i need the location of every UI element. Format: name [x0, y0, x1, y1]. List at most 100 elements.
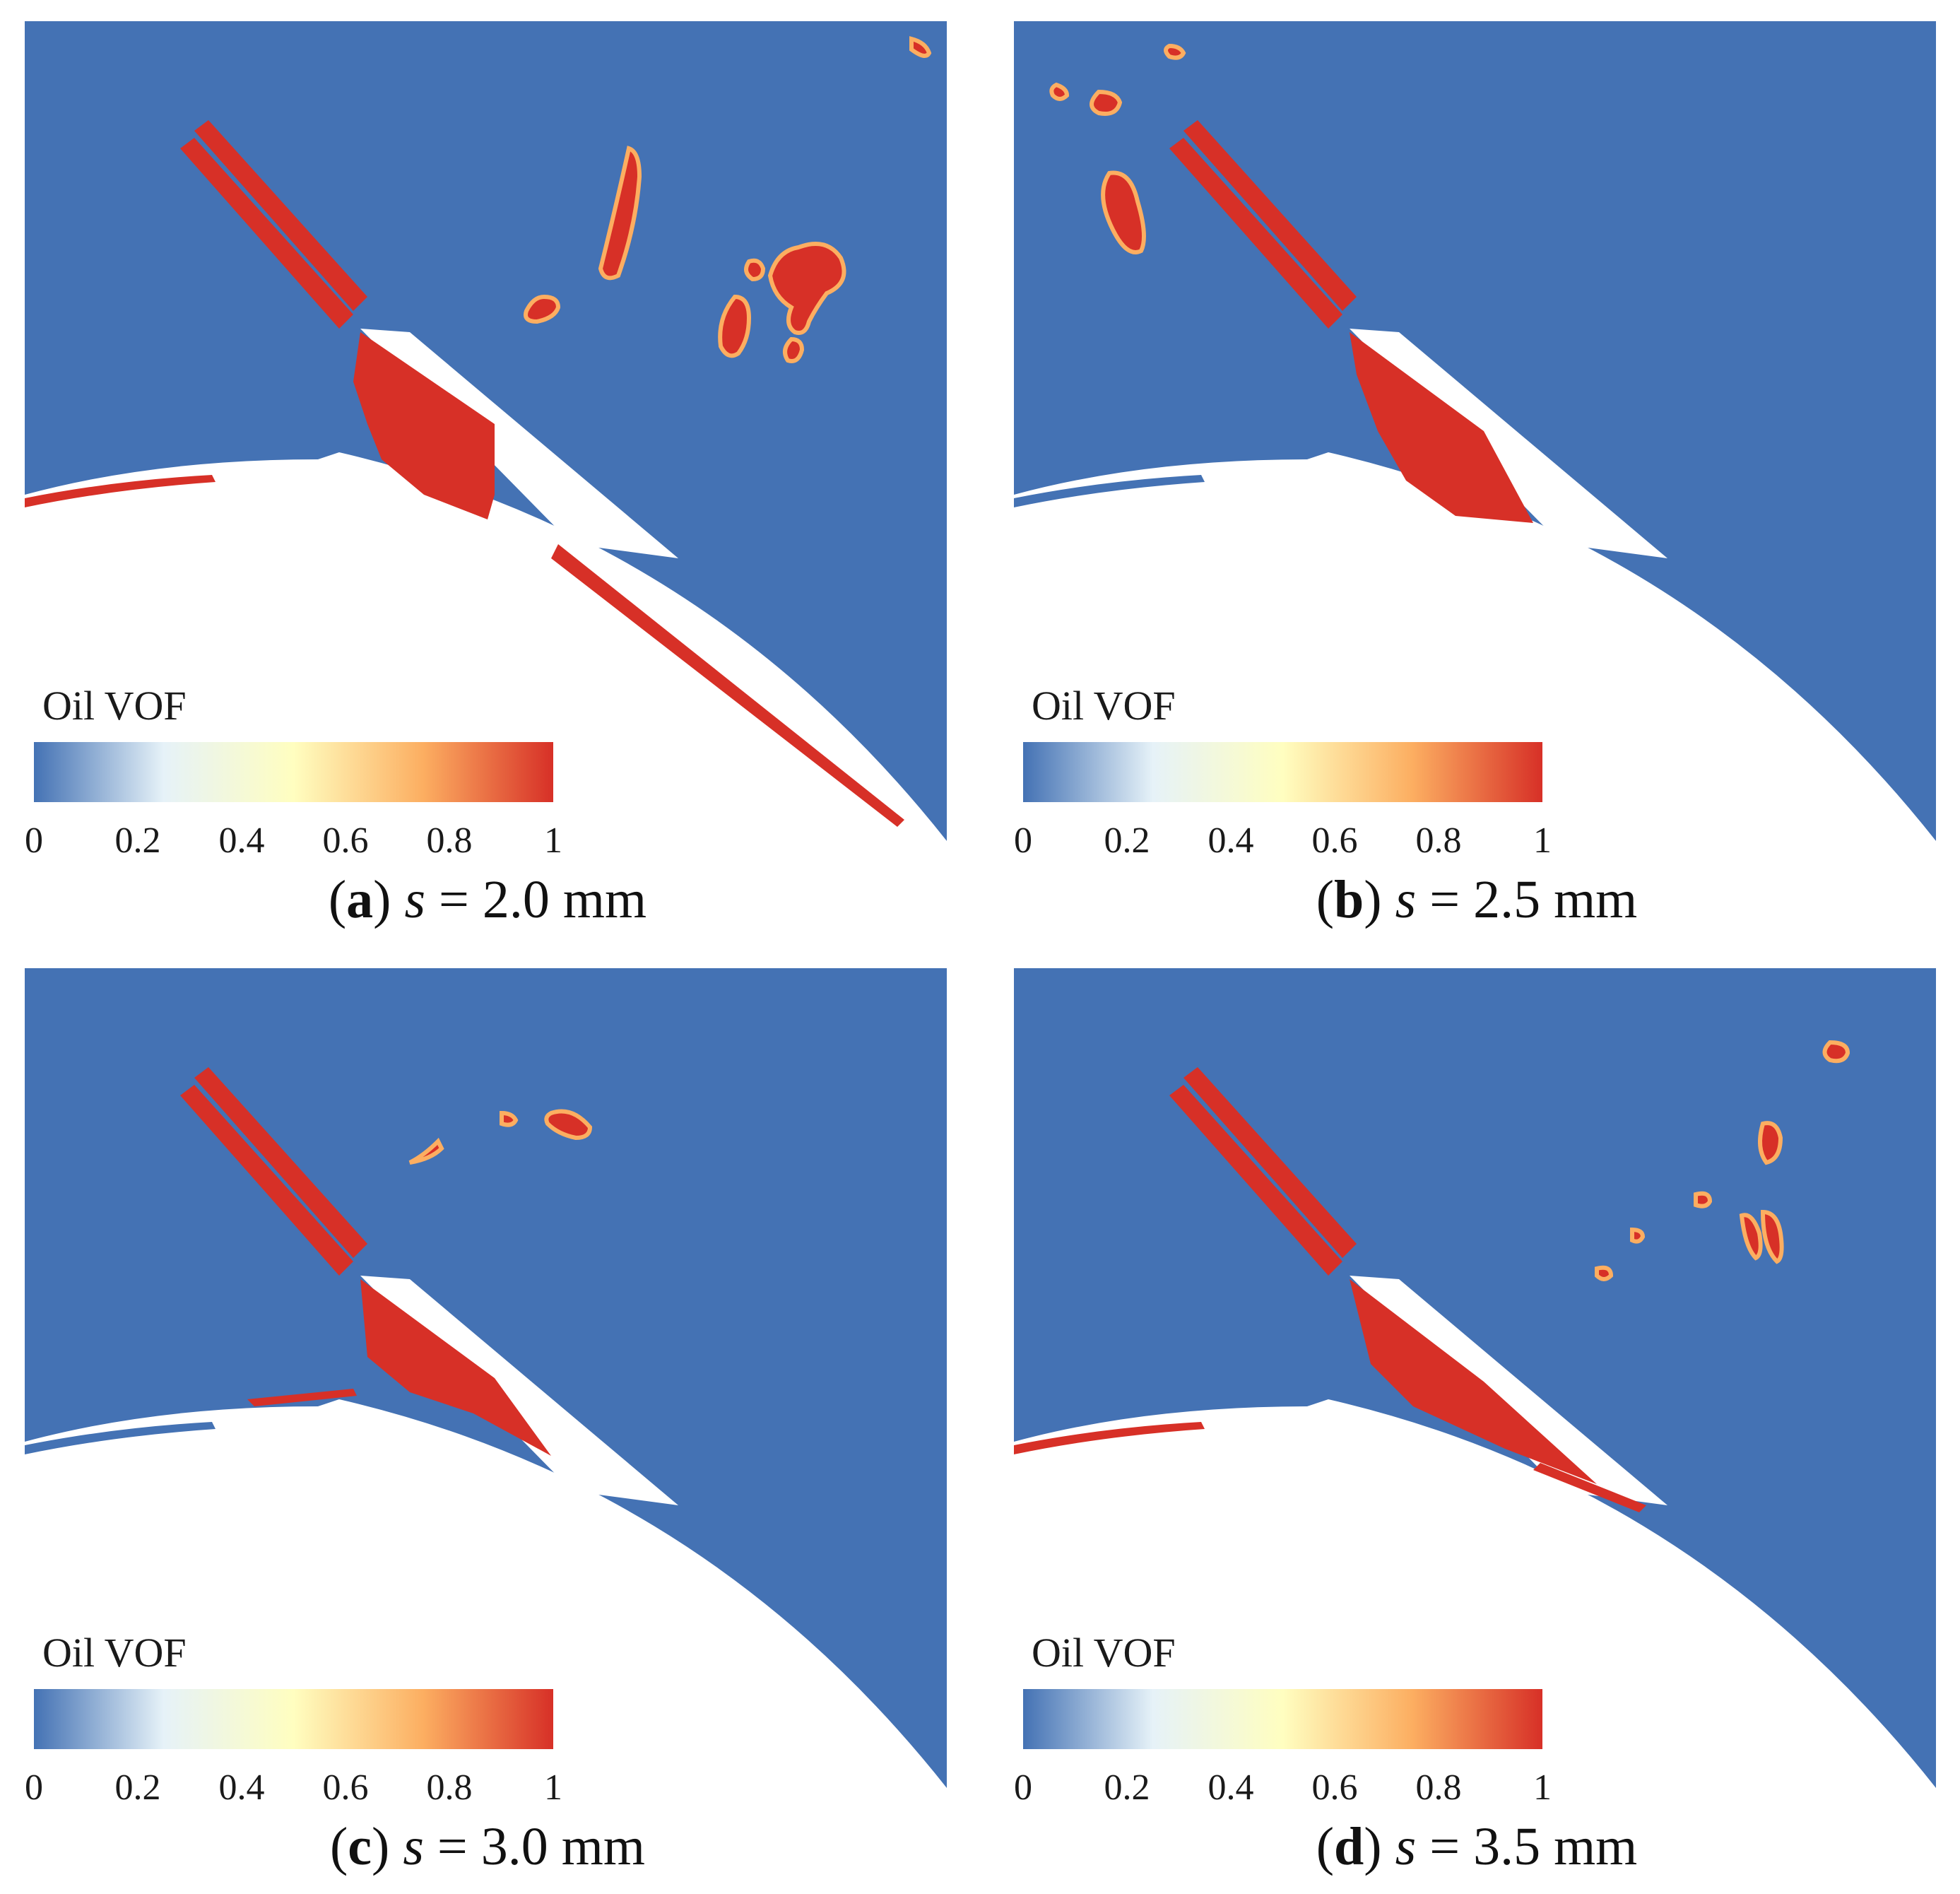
oil-jet-2 — [1169, 138, 1342, 329]
colorbar-tick-label: 1 — [544, 1767, 562, 1808]
oil-droplet — [500, 1110, 519, 1127]
oil-droplet — [1595, 1265, 1614, 1281]
colorbar-title: Oil VOF — [1032, 683, 1176, 729]
gear-tooth-profile — [1014, 1433, 1901, 1795]
oil-droplet — [1758, 1121, 1783, 1165]
gear-rim-film — [1014, 475, 1205, 507]
caption-variable: s — [1395, 1817, 1417, 1876]
oil-droplet — [1090, 89, 1123, 116]
oil-vof-contour-b — [1014, 21, 1936, 848]
colorbar-tick-label: 0 — [25, 1767, 43, 1808]
colorbar-tick-label: 0.2 — [114, 1767, 161, 1808]
caption-close-paren: ) — [373, 870, 405, 929]
deflector-plate — [1350, 1276, 1667, 1505]
oil-film-streak — [353, 332, 495, 519]
caption-variable: s — [1395, 870, 1417, 929]
oil-droplet — [524, 294, 561, 324]
caption-equals: = — [425, 870, 483, 929]
colorbar-tick-label: 1 — [1533, 1767, 1552, 1808]
colorbar-ticks: 0 0.2 0.4 0.6 0.8 1 — [25, 1767, 562, 1809]
caption-variable: s — [403, 1817, 424, 1876]
oil-jet-1 — [194, 120, 367, 311]
oil-droplet — [783, 336, 805, 363]
colorbar — [34, 1689, 553, 1749]
gear-rim-film — [25, 1422, 216, 1454]
oil-jet-2 — [180, 1085, 353, 1276]
oil-film-streak — [1533, 1463, 1646, 1512]
gear-rim-film — [25, 475, 216, 507]
oil-jet-1 — [1183, 1067, 1357, 1258]
oil-vof-contour-a — [25, 21, 947, 848]
panel-c: Oil VOF 0 0.2 0.4 0.6 0.8 1 (c) s = 3.0 mm — [0, 947, 980, 1894]
colorbar-ticks: 0 0.2 0.4 0.6 0.8 1 — [1014, 1767, 1552, 1809]
caption-close-paren: ) — [1364, 870, 1395, 929]
caption-value: 2.5 mm — [1473, 870, 1638, 929]
colorbar-tick-label: 0 — [25, 820, 43, 861]
colorbar-tick-label: 0.4 — [1208, 1767, 1254, 1808]
colorbar-title: Oil VOF — [42, 683, 187, 729]
colorbar-tick-label: 0.8 — [426, 1767, 473, 1808]
caption-open-paren: ( — [329, 1817, 348, 1876]
oil-droplet — [767, 242, 846, 335]
gear-tooth-profile — [1014, 486, 1901, 848]
caption-label: d — [1334, 1817, 1364, 1876]
caption-value: 3.5 mm — [1473, 1817, 1638, 1876]
deflector-plate — [360, 1276, 678, 1505]
caption-label: c — [348, 1817, 372, 1876]
oil-droplet — [1822, 1040, 1850, 1064]
caption-close-paren: ) — [1364, 1817, 1395, 1876]
caption-label: a — [346, 870, 374, 929]
oil-droplet — [1049, 82, 1070, 101]
colorbar-tick-label: 0.4 — [218, 1767, 265, 1808]
caption-equals: = — [1416, 870, 1474, 929]
panel-d: Oil VOF 0 0.2 0.4 0.6 0.8 1 (d) s = 3.5 mm — [989, 947, 1960, 1894]
oil-film-streak — [1350, 1279, 1597, 1484]
oil-jet-2 — [180, 138, 353, 329]
oil-droplet — [1760, 1209, 1784, 1264]
oil-droplet — [1694, 1191, 1713, 1208]
colorbar-tick-label: 0.6 — [1311, 1767, 1358, 1808]
colorbar-ticks: 0 0.2 0.4 0.6 0.8 1 — [25, 820, 562, 862]
oil-film-streak — [551, 544, 904, 827]
oil-droplet — [1164, 43, 1186, 60]
panel-caption: (d) s = 3.5 mm — [1123, 1816, 1830, 1878]
colorbar-tick-label: 0.4 — [1208, 820, 1254, 861]
colorbar-ticks: 0 0.2 0.4 0.6 0.8 1 — [1014, 820, 1552, 862]
gear-tooth-profile — [25, 1433, 911, 1795]
colorbar-tick-label: 0.4 — [218, 820, 265, 861]
colorbar — [1023, 742, 1542, 802]
caption-value: 3.0 mm — [480, 1817, 646, 1876]
oil-jet-2 — [1169, 1085, 1342, 1276]
oil-jet-1 — [1183, 120, 1357, 311]
oil-droplet — [544, 1109, 593, 1141]
colorbar-title: Oil VOF — [42, 1630, 187, 1676]
panel-caption: (a) s = 2.0 mm — [134, 869, 841, 931]
colorbar-tick-label: 0 — [1014, 1767, 1032, 1808]
gear-rim-film — [1014, 1422, 1205, 1454]
oil-vof-contour-d — [1014, 968, 1936, 1795]
oil-vof-contour-c — [25, 968, 947, 1795]
oil-droplet — [408, 1137, 444, 1165]
caption-variable: s — [404, 870, 426, 929]
colorbar-tick-label: 0 — [1014, 820, 1032, 861]
colorbar-tick-label: 1 — [544, 820, 562, 861]
oil-film-streak — [247, 1389, 357, 1406]
panel-b: Oil VOF 0 0.2 0.4 0.6 0.8 1 (b) s = 2.5 mm — [989, 0, 1960, 947]
oil-droplet — [744, 258, 766, 282]
panel-a: Oil VOF 0 0.2 0.4 0.6 0.8 1 (a) s = 2.0 mm — [0, 0, 980, 947]
panel-caption: (c) s = 3.0 mm — [134, 1816, 841, 1878]
caption-value: 2.0 mm — [482, 870, 647, 929]
colorbar-tick-label: 0.8 — [1415, 820, 1462, 861]
caption-label: b — [1334, 870, 1364, 929]
colorbar-tick-label: 0.2 — [114, 820, 161, 861]
colorbar-tick-label: 0.8 — [426, 820, 473, 861]
colorbar-tick-label: 0.6 — [1311, 820, 1358, 861]
colorbar-tick-label: 0.6 — [322, 820, 369, 861]
colorbar-title: Oil VOF — [1032, 1630, 1176, 1676]
colorbar-tick-label: 0.8 — [1415, 1767, 1462, 1808]
oil-film-streak — [360, 1279, 551, 1456]
deflector-plate — [360, 329, 678, 558]
panel-caption: (b) s = 2.5 mm — [1123, 869, 1830, 931]
oil-droplet — [1630, 1227, 1646, 1244]
oil-droplet — [909, 36, 932, 58]
